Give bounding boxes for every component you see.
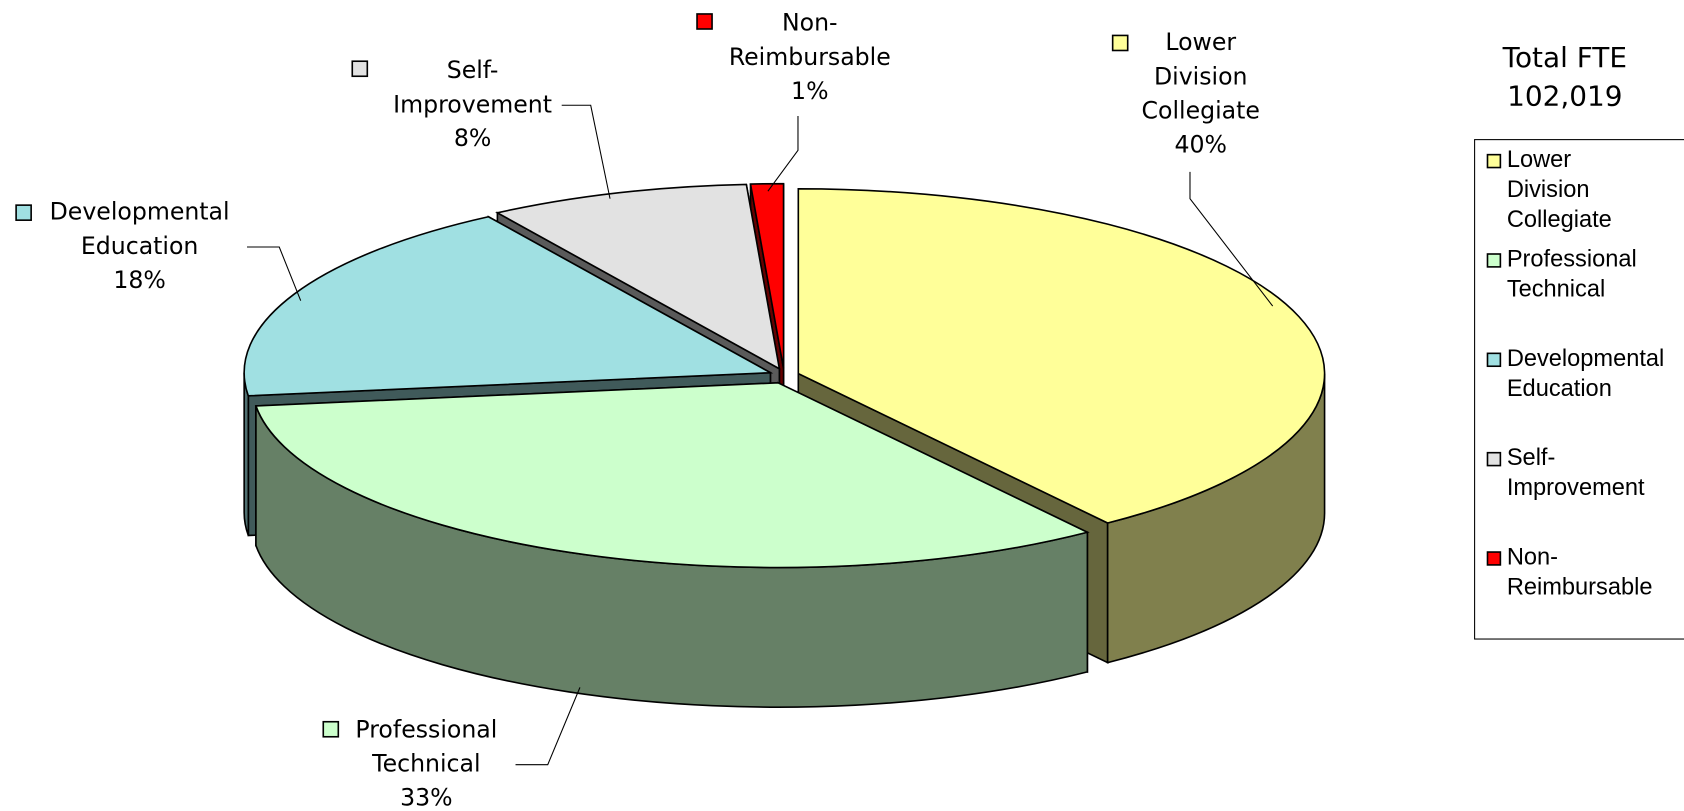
leader-line xyxy=(247,246,302,301)
slice-side xyxy=(243,372,250,536)
legend: Lower Division Collegiate Professional Techn… xyxy=(1486,147,1664,601)
value-label: 33% xyxy=(400,784,452,811)
leader-line xyxy=(515,687,581,766)
value-label: 8% xyxy=(454,124,491,152)
value-label: 40% xyxy=(1174,131,1226,159)
chart-subtitle: 102,019 xyxy=(1507,80,1622,113)
legend-swatch xyxy=(1486,153,1502,169)
leader-line xyxy=(1189,171,1274,307)
slice-label: Developmental Education xyxy=(50,197,230,259)
slice xyxy=(495,183,781,371)
legend-label: Professional Technical xyxy=(1507,247,1637,303)
legend-swatch xyxy=(1486,352,1502,368)
leader-line xyxy=(767,115,799,192)
slice xyxy=(749,182,785,369)
legend-label: Lower Division Collegiate xyxy=(1507,147,1612,233)
label-swatch xyxy=(15,204,32,221)
slice xyxy=(254,381,1090,569)
slice-label: Self-Improvement xyxy=(393,55,552,117)
value-label: 1% xyxy=(791,77,828,105)
legend-label: Self-Improvement xyxy=(1507,445,1645,501)
legend-swatch xyxy=(1486,451,1502,467)
legend-label: Developmental Education xyxy=(1507,346,1664,402)
chart-title: Total FTE xyxy=(1502,41,1627,74)
label-swatch xyxy=(696,13,713,30)
slice xyxy=(243,215,774,397)
slice-label: Lower Division Collegiate xyxy=(1142,27,1260,124)
label-swatch xyxy=(322,720,340,738)
slice xyxy=(797,188,1326,524)
leader-line xyxy=(561,104,611,199)
legend-swatch xyxy=(1486,551,1502,566)
legend-label: Non-Reimbursable xyxy=(1507,545,1653,601)
slice-label: Non-Reimbursable xyxy=(729,8,891,70)
label-swatch xyxy=(1111,34,1129,52)
legend-box xyxy=(1474,139,1684,640)
chart-body: Total FTE 102,019 Lower Division Collegiat… xyxy=(15,8,1684,811)
slice-label: Professional Technical xyxy=(355,715,497,777)
value-label: 18% xyxy=(113,266,165,294)
legend-swatch xyxy=(1486,253,1502,268)
label-swatch xyxy=(351,60,369,78)
